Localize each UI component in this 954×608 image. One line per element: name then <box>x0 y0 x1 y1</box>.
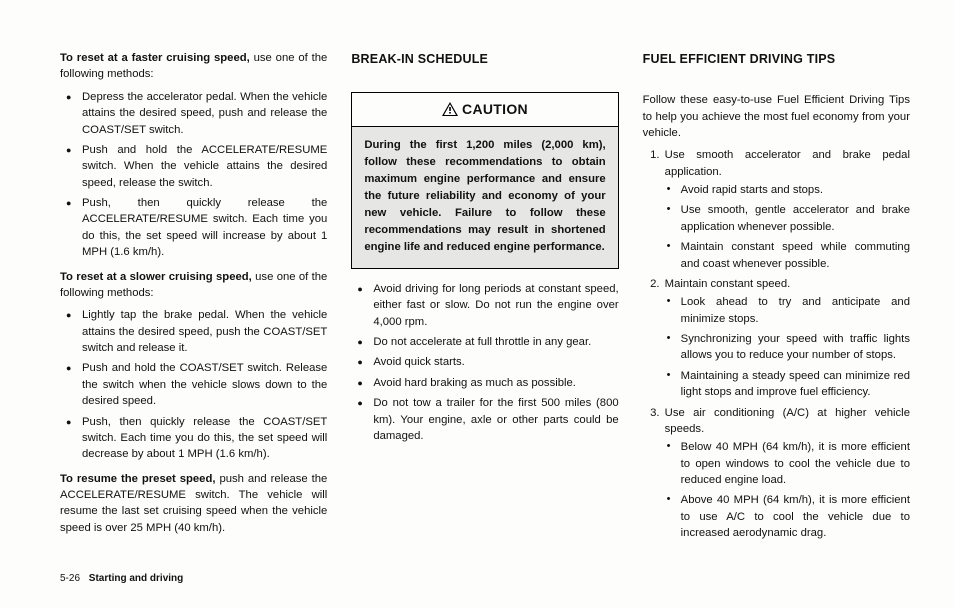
fuel-n3: Use air conditioning (A/C) at higher veh… <box>665 407 910 435</box>
page-number: 5-26 <box>60 573 80 584</box>
list-item: Use air conditioning (A/C) at higher veh… <box>663 405 910 542</box>
fuel-intro: Follow these easy-to-use Fuel Efficient … <box>643 92 910 141</box>
sub-list: Look ahead to try and anticipate and min… <box>665 294 910 400</box>
list-item: Synchronizing your speed with traffic li… <box>665 331 910 364</box>
breakin-heading: BREAK-IN SCHEDULE <box>351 50 618 68</box>
list-item: Avoid hard braking as much as possible. <box>351 375 618 391</box>
list-item: Lightly tap the brake pedal. When the ve… <box>60 307 327 356</box>
list-item: Push, then quickly release the COAST/SET… <box>60 414 327 463</box>
breakin-list: Avoid driving for long periods at consta… <box>351 281 618 444</box>
caution-header: CAUTION <box>352 93 617 127</box>
fuel-n1: Use smooth accelerator and brake pedal a… <box>665 149 910 177</box>
reset-faster-intro: To reset at a faster cruising speed, use… <box>60 50 327 83</box>
resume-speed-bold: To resume the preset speed, <box>60 473 216 485</box>
list-item: Avoid quick starts. <box>351 354 618 370</box>
list-item: Maintaining a steady speed can minimize … <box>665 368 910 401</box>
list-item: Below 40 MPH (64 km/h), it is more effic… <box>665 439 910 488</box>
section-name: Starting and driving <box>89 573 183 584</box>
reset-slower-intro: To reset at a slower cruising speed, use… <box>60 269 327 302</box>
caution-body: During the first 1,200 miles (2,000 km),… <box>352 127 617 268</box>
list-item: Push, then quickly release the ACCELERAT… <box>60 195 327 261</box>
column-2: BREAK-IN SCHEDULE CAUTION During the fir… <box>351 50 618 546</box>
list-item: Maintain constant speed. Look ahead to t… <box>663 276 910 401</box>
caution-box: CAUTION During the first 1,200 miles (2,… <box>351 92 618 269</box>
list-item: Avoid rapid starts and stops. <box>665 182 910 198</box>
sub-list: Avoid rapid starts and stops. Use smooth… <box>665 182 910 272</box>
reset-slower-list: Lightly tap the brake pedal. When the ve… <box>60 307 327 462</box>
columns-container: To reset at a faster cruising speed, use… <box>60 50 910 546</box>
reset-faster-list: Depress the accelerator pedal. When the … <box>60 89 327 261</box>
list-item: Use smooth accelerator and brake pedal a… <box>663 147 910 272</box>
sub-list: Below 40 MPH (64 km/h), it is more effic… <box>665 439 910 541</box>
list-item: Do not accelerate at full throttle in an… <box>351 334 618 350</box>
reset-faster-bold: To reset at a faster cruising speed, <box>60 52 250 64</box>
list-item: Look ahead to try and anticipate and min… <box>665 294 910 327</box>
list-item: Push and hold the COAST/SET switch. Rele… <box>60 360 327 409</box>
column-1: To reset at a faster cruising speed, use… <box>60 50 327 546</box>
fuel-heading: FUEL EFFICIENT DRIVING TIPS <box>643 50 910 68</box>
reset-slower-bold: To reset at a slower cruising speed, <box>60 271 252 283</box>
fuel-list: Use smooth accelerator and brake pedal a… <box>643 147 910 541</box>
manual-page: To reset at a faster cruising speed, use… <box>0 0 954 608</box>
list-item: Do not tow a trailer for the first 500 m… <box>351 395 618 444</box>
list-item: Maintain constant speed while commuting … <box>665 239 910 272</box>
list-item: Use smooth, gentle accelerator and brake… <box>665 202 910 235</box>
caution-label: CAUTION <box>462 101 528 117</box>
resume-speed-para: To resume the preset speed, push and rel… <box>60 471 327 537</box>
page-footer: 5-26 Starting and driving <box>60 573 183 584</box>
warning-icon <box>442 101 458 121</box>
list-item: Depress the accelerator pedal. When the … <box>60 89 327 138</box>
column-3: FUEL EFFICIENT DRIVING TIPS Follow these… <box>643 50 910 546</box>
list-item: Avoid driving for long periods at consta… <box>351 281 618 330</box>
list-item: Push and hold the ACCELERATE/RESUME swit… <box>60 142 327 191</box>
fuel-n2: Maintain constant speed. <box>665 278 791 290</box>
list-item: Above 40 MPH (64 km/h), it is more effic… <box>665 492 910 541</box>
